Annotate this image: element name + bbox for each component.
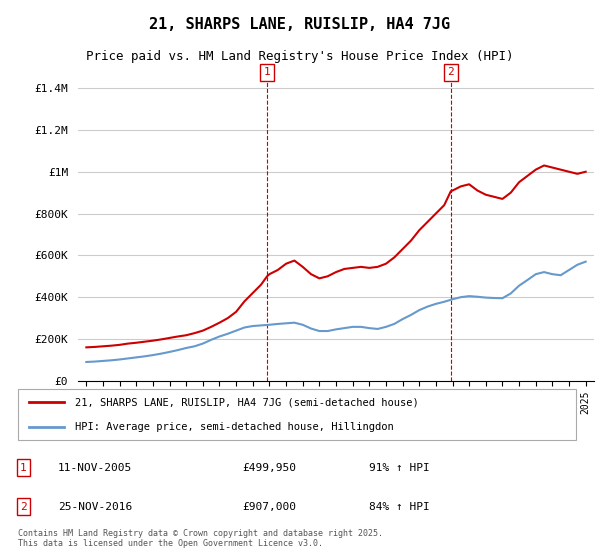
Text: 1: 1 — [20, 463, 27, 473]
Text: 21, SHARPS LANE, RUISLIP, HA4 7JG: 21, SHARPS LANE, RUISLIP, HA4 7JG — [149, 17, 451, 32]
Text: 21, SHARPS LANE, RUISLIP, HA4 7JG (semi-detached house): 21, SHARPS LANE, RUISLIP, HA4 7JG (semi-… — [76, 397, 419, 407]
Text: 91% ↑ HPI: 91% ↑ HPI — [369, 463, 430, 473]
Text: 11-NOV-2005: 11-NOV-2005 — [58, 463, 133, 473]
Text: Price paid vs. HM Land Registry's House Price Index (HPI): Price paid vs. HM Land Registry's House … — [86, 50, 514, 63]
Text: 2: 2 — [20, 502, 27, 512]
Text: 84% ↑ HPI: 84% ↑ HPI — [369, 502, 430, 512]
Text: Contains HM Land Registry data © Crown copyright and database right 2025.
This d: Contains HM Land Registry data © Crown c… — [18, 529, 383, 548]
Text: 25-NOV-2016: 25-NOV-2016 — [58, 502, 133, 512]
Text: 1: 1 — [264, 67, 271, 77]
Text: £907,000: £907,000 — [242, 502, 296, 512]
Text: 2: 2 — [448, 67, 454, 77]
Text: HPI: Average price, semi-detached house, Hillingdon: HPI: Average price, semi-detached house,… — [76, 422, 394, 432]
FancyBboxPatch shape — [18, 389, 577, 440]
Text: £499,950: £499,950 — [242, 463, 296, 473]
